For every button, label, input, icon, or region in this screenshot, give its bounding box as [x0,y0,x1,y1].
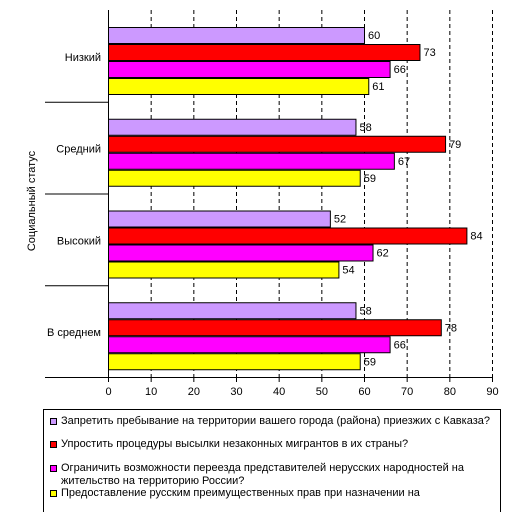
legend-swatch-3 [50,465,57,472]
x-tick-label: 30 [230,386,242,398]
data-label: 58 [359,122,371,134]
bar [108,302,357,320]
x-tick-label: 0 [105,386,111,398]
bar [108,152,395,170]
data-label: 61 [372,81,384,93]
data-label: 73 [423,47,435,59]
category-label: Высокий [57,235,101,247]
legend-label-3: Ограничить возможности переезда представ… [61,462,464,487]
data-label: 59 [364,356,376,368]
data-label: 60 [368,30,380,42]
x-tick-label: 40 [273,386,285,398]
x-tick-label: 90 [486,386,498,398]
bar [108,336,391,354]
legend-swatch-1 [50,418,57,425]
data-label: 66 [394,339,406,351]
category-label: Низкий [65,52,101,64]
legend-swatch-2 [50,441,57,448]
data-label: 67 [398,156,410,168]
data-label: 66 [394,64,406,76]
data-label: 54 [342,265,354,277]
bar [108,135,447,153]
bar [108,27,365,44]
legend-item-1: Запретить пребывание на территории вашег… [50,415,496,428]
x-tick-label: 60 [358,386,370,398]
x-tick-label: 70 [401,386,413,398]
chart-legend: Запретить пребывание на территории вашег… [43,409,501,512]
data-label: 84 [470,231,482,243]
legend-label-1: Запретить пребывание на территории вашег… [61,415,490,427]
data-label: 62 [377,248,389,260]
bar [108,118,357,136]
category-label: В среднем [47,327,101,339]
x-tick-label: 80 [444,386,456,398]
x-tick-label: 20 [188,386,200,398]
legend-label-4: Предоставление русским преимущественных … [61,487,420,499]
bar [108,78,370,95]
bar [108,353,361,371]
x-tick-label: 10 [145,386,157,398]
data-label: 59 [364,173,376,185]
legend-swatch-4 [50,490,57,497]
x-tick-label: 50 [316,386,328,398]
bar-chart: 60 73 66 61 Низкий 58 79 67 59 Средний 52 84 62 54 Выс… [26,10,499,398]
bar [108,169,361,187]
data-label: 79 [449,139,461,151]
legend-item-4: Предоставление русским преимущественных … [50,487,496,500]
data-label: 58 [359,305,371,317]
y-axis-title: Социальный статус [26,150,38,251]
bar [108,44,421,61]
bar [108,261,340,279]
data-label: 78 [445,322,457,334]
bar [108,61,391,78]
legend-label-2: Упростить процедуры высылки незаконных м… [61,438,409,450]
bar [108,319,442,337]
bar [108,227,468,245]
data-label: 52 [334,214,346,226]
category-label: Средний [56,144,101,156]
bar [108,210,331,228]
bar [108,244,374,262]
legend-item-3: Ограничить возможности переезда представ… [50,462,496,488]
legend-item-2: Упростить процедуры высылки незаконных м… [50,438,496,451]
